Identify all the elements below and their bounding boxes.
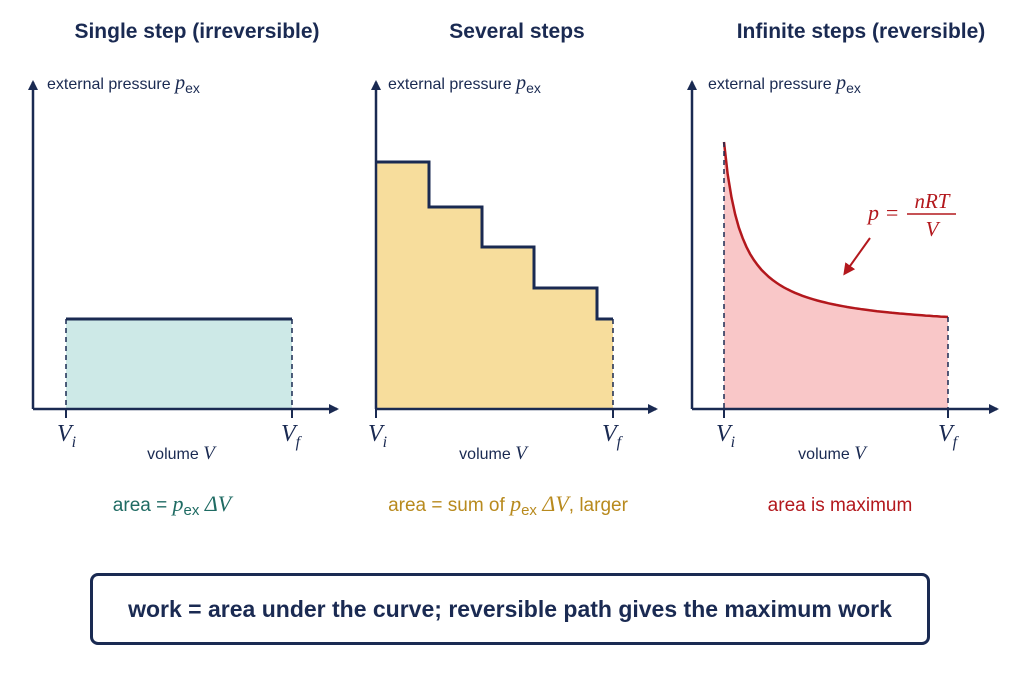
equation-lhs: p = [866, 200, 899, 225]
x-axis-label: volume V [147, 443, 217, 464]
vi-label: Vi [368, 421, 387, 451]
vi-label: Vi [57, 421, 76, 451]
isotherm-curve [722, 141, 949, 319]
vi-label: Vi [716, 421, 735, 451]
panel-single-step: Single step (irreversible) external pres… [28, 20, 339, 519]
panel-title: Infinite steps (reversible) [737, 20, 986, 43]
x-axis-label: volume V [798, 443, 868, 464]
panel-infinite-steps: Infinite steps (reversible) external pre… [687, 20, 999, 516]
pressure-steps [376, 160, 613, 321]
y-axis-label: external pressure pex [708, 72, 861, 96]
ideal-gas-equation: p = nRT V [866, 189, 956, 241]
x-axis-label: volume V [459, 443, 529, 464]
equation-numerator: nRT [914, 189, 950, 213]
vf-label: Vf [938, 421, 960, 451]
work-area-isotherm [724, 142, 948, 409]
area-caption: area = pex ΔV [113, 491, 234, 519]
equation-pointer-arrow [843, 237, 871, 276]
equation-denominator: V [926, 217, 941, 241]
summary-box: work = area under the curve; reversible … [90, 573, 930, 645]
panel-title: Several steps [449, 20, 584, 43]
area-caption: area = sum of pex ΔV, larger [388, 491, 628, 519]
y-axis-label: external pressure pex [47, 72, 200, 96]
area-caption: area is maximum [768, 495, 913, 516]
panel-title: Single step (irreversible) [74, 20, 319, 43]
y-axis-label: external pressure pex [388, 72, 541, 96]
work-area-steps [376, 162, 613, 409]
work-area-rectangle [66, 319, 292, 409]
vf-label: Vf [281, 421, 303, 451]
vf-label: Vf [602, 421, 624, 451]
panel-several-steps: Several steps external pressure pex Vi V… [368, 20, 658, 519]
